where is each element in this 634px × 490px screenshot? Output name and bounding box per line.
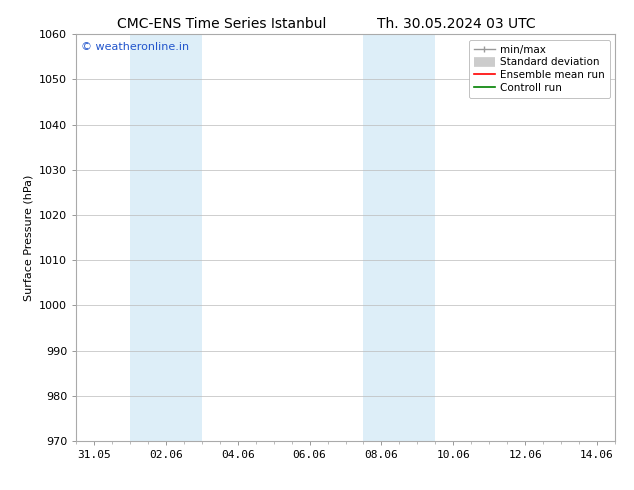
Text: CMC-ENS Time Series Istanbul: CMC-ENS Time Series Istanbul bbox=[117, 17, 327, 31]
Bar bbox=[130, 34, 202, 441]
Y-axis label: Surface Pressure (hPa): Surface Pressure (hPa) bbox=[23, 174, 34, 301]
Legend: min/max, Standard deviation, Ensemble mean run, Controll run: min/max, Standard deviation, Ensemble me… bbox=[469, 40, 610, 98]
Text: Th. 30.05.2024 03 UTC: Th. 30.05.2024 03 UTC bbox=[377, 17, 536, 31]
Text: © weatheronline.in: © weatheronline.in bbox=[81, 43, 190, 52]
Bar bbox=[363, 34, 436, 441]
